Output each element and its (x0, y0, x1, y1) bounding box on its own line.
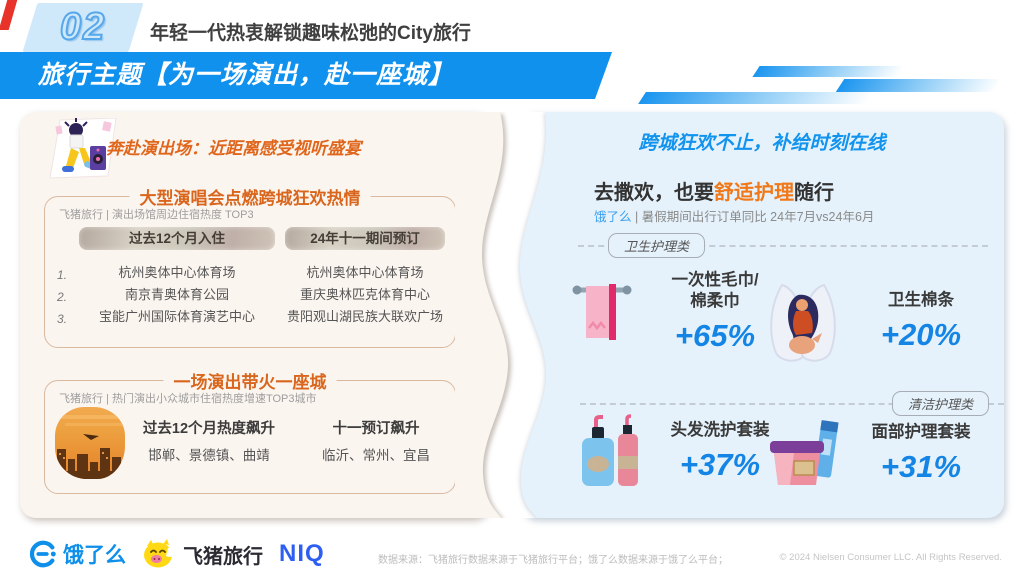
left-headline: 奔赴演出场：近距离感受视听盛宴 (106, 139, 361, 158)
concert-box-title: 大型演唱会点燃跨城狂欢热情 (129, 184, 371, 209)
dashed-divider (578, 245, 988, 247)
heat-group-cities: 临沂、常州、宜昌 (322, 448, 430, 463)
speed-line-icon (638, 92, 894, 104)
right-subtitle: 去撒欢，也要舒适护理随行 (594, 176, 834, 205)
rank-labels: 1. 2. 3. (57, 264, 77, 330)
footer-logos: 饿了么 飞猪旅行 NIQ (28, 537, 325, 571)
right-source: 饿了么 | 暑假期间出行订单同比 24年7月vs24年6月 (594, 206, 874, 225)
section-number: 02 (59, 5, 107, 49)
eleme-logo-text: 饿了么 (63, 544, 126, 567)
heat-group-header: 过去12个月热度飙升 (142, 421, 276, 437)
venue-item: 南京青奥体育公园 (124, 287, 229, 302)
subtitle-suffix: 随行 (794, 182, 834, 204)
dashed-divider (580, 403, 1004, 405)
concert-box-source: 飞猪旅行 | 演出场馆周边住宿热度 TOP3 (59, 209, 254, 221)
heat-group-past12: 过去12个月热度飙升 邯郸、景德镇、曲靖 (129, 417, 289, 464)
category-badge-cleaning: 清洁护理类 (892, 391, 990, 416)
city-sunset-icon (55, 407, 125, 479)
stay-period-chip-past12: 过去12个月入住 (79, 227, 275, 250)
stat-value: +65% (674, 318, 756, 353)
face-care-icon (770, 420, 839, 485)
dancer-icon (46, 117, 122, 180)
panel-divider-wave (455, 112, 560, 518)
theme-banner (0, 52, 612, 99)
stat-item-towel: 一次性毛巾/ 棉柔巾 +65% (572, 270, 788, 354)
city-box-source: 飞猪旅行 | 热门演出小众城市住宿热度增速TOP3城市 (59, 393, 317, 405)
fliggy-pig-icon (144, 539, 176, 568)
fliggy-logo-text: 飞猪旅行 (183, 545, 263, 568)
stat-value: +37% (679, 446, 761, 482)
stat-item-haircare: 头发洗护套装 +37% (576, 412, 788, 490)
speed-line-icon (752, 66, 918, 77)
subtitle-highlight: 舒适护理 (714, 182, 794, 204)
data-source-note: 数据来源：飞猪旅行数据来源于飞猪旅行平台；饿了么数据来源于饿了么平台； (378, 555, 728, 566)
concert-box: 大型演唱会点燃跨城狂欢热情 飞猪旅行 | 演出场馆周边住宿热度 TOP3 1. … (44, 184, 456, 348)
heat-group-cities: 邯郸、景德镇、曲靖 (148, 448, 270, 463)
rank-label: 3. (57, 312, 68, 326)
venue-item: 杭州奥体中心体育场 (306, 265, 424, 280)
left-panel: 奔赴演出场：近距离感受视听盛宴 大型演唱会点燃跨城狂欢热情 飞猪旅行 | 演出场… (20, 112, 488, 518)
heat-group-nov: 十一预订飙升 临沂、常州、宜昌 (306, 417, 446, 464)
niq-logo-text: NIQ (279, 540, 325, 567)
source-brand: 饿了么 (594, 210, 632, 224)
stat-label: 面部护理套装 (871, 422, 971, 441)
stat-value: +20% (880, 316, 962, 352)
venue-item: 宝能广州国际体育演艺中心 (98, 309, 255, 324)
speed-line-icon (835, 79, 1017, 92)
stat-label: 头发洗护套装 (670, 420, 770, 439)
venue-item: 贵阳观山湖民族大联欢广场 (286, 309, 443, 324)
source-rest: | 暑假期间出行订单同比 24年7月vs24年6月 (631, 210, 875, 224)
stat-label: 卫生棉条 (888, 290, 954, 309)
theme-banner-title: 旅行主题【为一场演出，赴一座城】 (38, 61, 455, 89)
venue-item: 重庆奥林匹克体育中心 (299, 287, 430, 302)
city-box-title: 一场演出带火一座城 (163, 368, 337, 393)
subtitle-prefix: 去撒欢，也要 (594, 182, 714, 204)
copyright: © 2024 Nielsen Consumer LLC. All Rights … (779, 552, 1002, 563)
category-badge-hygiene: 卫生护理类 (608, 233, 706, 258)
eleme-logo-icon (29, 540, 56, 568)
corner-accent (0, 0, 18, 30)
female-care-icon (770, 283, 836, 362)
eleme-logo: 饿了么 (28, 539, 126, 569)
fliggy-logo: 飞猪旅行 (142, 538, 263, 570)
column-nov-booking: 24年十一期间预订 杭州奥体中心体育场 重庆奥林匹克体育中心 贵阳观山湖民族大联… (285, 227, 445, 328)
rank-label: 1. (57, 268, 68, 282)
section-number-badge: 02 (22, 3, 144, 52)
stat-item-tampon: 卫生棉条 +20% (760, 277, 986, 365)
towel-icon (572, 284, 632, 340)
shampoo-set-icon (582, 414, 638, 486)
stat-item-facecare: 面部护理套装 +31% (766, 417, 984, 489)
niq-logo: NIQ (279, 540, 325, 568)
section-title: 年轻一代热衷解锁趣味松弛的City旅行 (150, 23, 471, 44)
stat-value: +31% (880, 448, 962, 484)
booking-period-chip-nov: 24年十一期间预订 (285, 227, 445, 250)
venue-item: 杭州奥体中心体育场 (118, 265, 236, 280)
city-box: 一场演出带火一座城 飞猪旅行 | 热门演出小众城市住宿热度增速TOP3城市 (44, 368, 456, 494)
right-headline: 跨城狂欢不止，补给时刻在线 (638, 133, 886, 154)
stat-label: 一次性毛巾/ 棉柔巾 (642, 270, 788, 312)
heat-group-header: 十一预订飙升 (332, 421, 420, 437)
stat-label-line2: 棉柔巾 (690, 292, 740, 310)
column-past-12-months: 过去12个月入住 杭州奥体中心体育场 南京青奥体育公园 宝能广州国际体育演艺中心 (79, 227, 275, 328)
rank-label: 2. (57, 290, 68, 304)
stat-label-line1: 一次性毛巾/ (671, 271, 759, 289)
